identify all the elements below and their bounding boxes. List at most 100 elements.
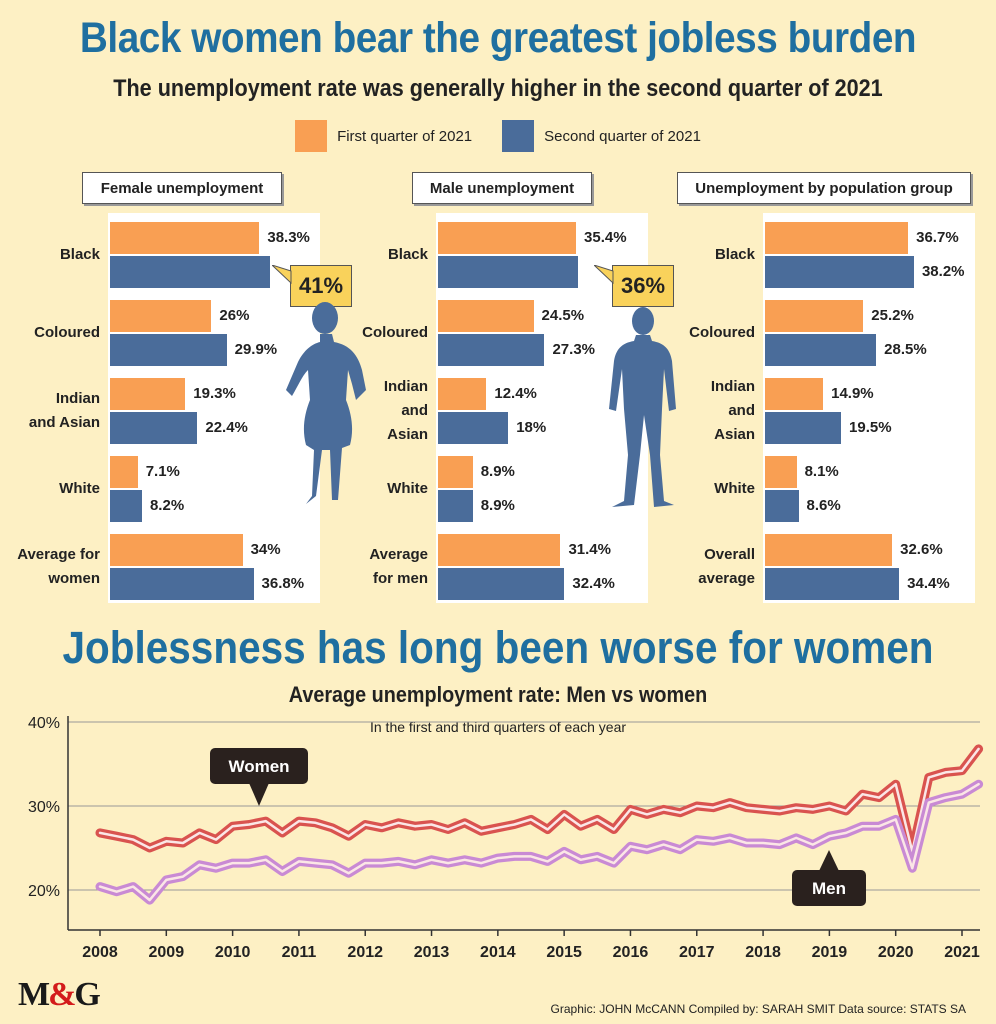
category-label: White <box>387 480 428 497</box>
value-callout: 36% <box>612 265 674 307</box>
mg-logo: M&G <box>18 976 101 1013</box>
bar-q1 <box>765 378 824 410</box>
bar-value-label: 14.9% <box>831 385 874 402</box>
bar-value-label: 32.6% <box>900 541 943 558</box>
line-chart-title: Average unemployment rate: Men vs women <box>288 682 708 707</box>
bar-value-label: 8.6% <box>806 497 841 514</box>
x-tick-label: 2010 <box>215 944 251 961</box>
bar-q2 <box>110 490 142 522</box>
bar-value-label: 29.9% <box>234 341 278 358</box>
bar-value-label: 8.1% <box>804 463 839 480</box>
category-label: Coloured <box>689 324 755 341</box>
category-label: Indian and Asian <box>383 378 428 443</box>
category-label: White <box>714 480 755 497</box>
bar-q2 <box>110 334 227 366</box>
category-label: Average for men <box>369 546 428 587</box>
series-label: Women <box>228 757 289 776</box>
bar-value-label: 32.4% <box>572 575 615 592</box>
bar-q2 <box>438 490 473 522</box>
credits: Graphic: JOHN McCANN Compiled by: SARAH … <box>550 1002 966 1016</box>
bar-value-label: 19.5% <box>849 419 892 436</box>
series-line-highlight <box>98 747 980 853</box>
x-tick-label: 2018 <box>745 944 781 961</box>
bar-q2 <box>110 256 270 288</box>
bar-value-label: 8.9% <box>480 497 515 514</box>
bar-q2 <box>765 334 877 366</box>
category-label: Black <box>387 246 428 263</box>
callout-pointer <box>272 265 292 285</box>
x-tick-label: 2017 <box>679 944 715 961</box>
category-label: Black <box>59 246 100 263</box>
bar-q1 <box>765 534 893 566</box>
category-label: Indian and Asian <box>710 378 755 443</box>
bar-q1 <box>110 222 260 254</box>
bar-value-label: 8.2% <box>149 497 185 514</box>
bar-value-label: 38.2% <box>921 263 965 280</box>
series-label-pointer <box>819 850 839 871</box>
x-tick-label: 2021 <box>944 944 980 961</box>
x-tick-label: 2020 <box>878 944 914 961</box>
bar-value-label: 34.4% <box>907 575 950 592</box>
x-tick-label: 2013 <box>414 944 450 961</box>
legend-label-q2: Second quarter of 2021 <box>544 127 701 145</box>
x-tick-label: 2011 <box>282 944 317 961</box>
bar-q1 <box>110 300 212 332</box>
panel-title-male: Male unemployment <box>412 172 592 204</box>
bar-value-label: 34% <box>250 541 281 558</box>
legend-swatch-q2 <box>502 120 535 152</box>
category-label: Average for women <box>17 546 100 587</box>
page-title: Black women bear the greatest jobless bu… <box>79 14 917 62</box>
bar-value-label: 25.2% <box>871 307 914 324</box>
category-label: Black <box>714 246 755 263</box>
bar-value-label: 28.5% <box>884 341 927 358</box>
x-tick-label: 2009 <box>149 944 185 961</box>
bar-q2 <box>765 568 900 600</box>
legend: First quarter of 2021 Second quarter of … <box>0 120 996 152</box>
panel-title-female: Female unemployment <box>82 172 282 204</box>
value-callout: 41% <box>290 265 352 307</box>
x-tick-label: 2015 <box>546 944 582 961</box>
bar-q2 <box>765 412 842 444</box>
category-label: Coloured <box>362 324 428 341</box>
bar-q1 <box>110 378 186 410</box>
page-subtitle: The unemployment rate was generally high… <box>113 75 883 102</box>
bar-q1 <box>438 378 487 410</box>
bar-value-label: 8.9% <box>480 463 515 480</box>
x-tick-label: 2012 <box>347 944 383 961</box>
bar-value-label: 38.3% <box>267 229 310 246</box>
bar-q2 <box>438 568 565 600</box>
y-tick-label: 40% <box>28 715 60 732</box>
series-line-highlight <box>98 782 980 902</box>
bar-value-label: 26% <box>219 307 250 324</box>
x-tick-label: 2008 <box>82 944 118 961</box>
bar-value-label: 19.3% <box>193 385 236 402</box>
bar-value-label: 12.4% <box>494 385 537 402</box>
bar-q2 <box>765 256 914 288</box>
x-tick-label: 2016 <box>613 944 649 961</box>
bar-value-label: 27.3% <box>552 341 596 358</box>
bar-q1 <box>438 456 473 488</box>
bar-q2 <box>438 334 545 366</box>
bar-q1 <box>438 300 534 332</box>
y-tick-label: 30% <box>28 799 60 816</box>
man-silhouette-icon <box>609 307 676 507</box>
bar-q1 <box>438 534 561 566</box>
category-label: Coloured <box>34 324 100 341</box>
bar-value-label: 31.4% <box>568 541 611 558</box>
bar-q2 <box>438 412 509 444</box>
line-chart-subtitle: In the first and third quarters of each … <box>369 719 627 735</box>
bar-value-label: 18% <box>516 419 547 436</box>
category-label: Indian and Asian <box>28 390 100 431</box>
bar-q1 <box>438 222 577 254</box>
legend-label-q1: First quarter of 2021 <box>337 127 473 145</box>
line-chart: 40% 30% 20% 2008 2009 2010 2011 2012 2013 2014 201… <box>28 715 984 961</box>
bar-value-label: 24.5% <box>541 307 585 324</box>
bar-q1 <box>110 534 243 566</box>
x-tick-label: 2019 <box>812 944 848 961</box>
bar-q2 <box>110 568 254 600</box>
bar-value-label: 22.4% <box>205 419 248 436</box>
series-label-box <box>792 870 866 906</box>
bar-q2 <box>110 412 198 444</box>
bar-q1 <box>765 456 797 488</box>
woman-silhouette-icon <box>286 302 366 504</box>
